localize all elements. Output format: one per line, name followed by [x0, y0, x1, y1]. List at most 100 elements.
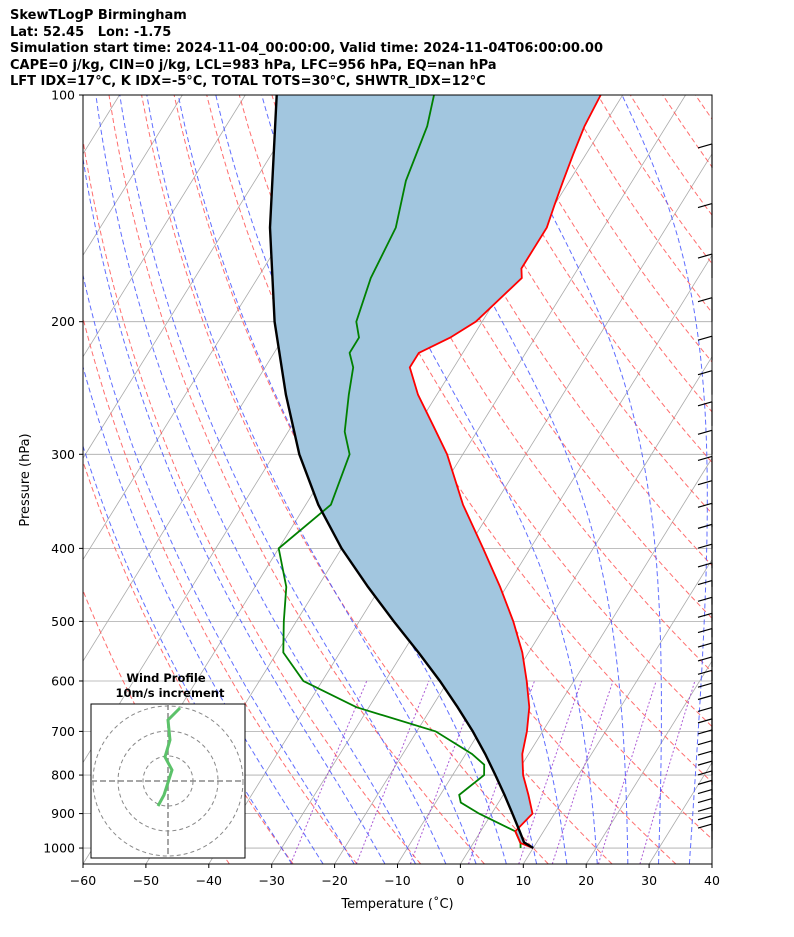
hodograph-subtitle: 10m/s increment — [116, 686, 225, 700]
wind-barb-flag — [697, 429, 713, 435]
wind-barb-flag — [697, 297, 713, 303]
y-tick-label: 200 — [51, 314, 75, 329]
dry-adiabat — [336, 95, 712, 673]
isotherm-line — [522, 558, 712, 864]
wind-barb-flag — [697, 797, 713, 804]
wind-barb-flag — [697, 455, 713, 462]
dry-adiabat — [83, 460, 294, 864]
dry-adiabat — [83, 589, 230, 864]
isotherm-line — [271, 153, 712, 864]
wind-barb-flag — [697, 815, 713, 821]
wind-barb-flag — [697, 823, 713, 829]
wind-barb-flag — [697, 682, 713, 688]
isotherm-line — [585, 660, 712, 864]
wind-barb-flag — [697, 694, 713, 701]
hodograph-trace — [156, 706, 182, 807]
wind-barb-flag — [697, 335, 713, 341]
moist-adiabat — [319, 95, 598, 864]
dry-adiabat — [108, 95, 485, 864]
isotherm-line — [83, 95, 309, 459]
wind-barb-flag — [697, 750, 713, 756]
dewpoint-line — [277, 95, 522, 849]
x-tick-label: −10 — [384, 873, 410, 888]
wind-barb-flag — [697, 806, 713, 812]
wind-barb-flag — [697, 627, 713, 634]
wind-barb-flag — [697, 729, 713, 735]
dry-adiabat — [466, 95, 712, 464]
moist-adiabat — [492, 95, 662, 864]
hodograph-title: Wind Profile — [126, 671, 206, 685]
wind-barb-flag — [697, 642, 713, 648]
moist-adiabat — [621, 95, 708, 864]
x-tick-label: −30 — [259, 873, 285, 888]
y-tick-label: 900 — [51, 806, 75, 821]
moist-adiabat — [83, 365, 324, 864]
wind-barb-flag — [697, 740, 713, 746]
isotherm-line — [460, 457, 712, 864]
dry-adiabat — [401, 95, 712, 567]
mixing-ratio-line — [551, 680, 614, 864]
wind-barb-flag — [697, 779, 713, 785]
parcel-line — [268, 95, 534, 850]
dry-adiabat — [499, 95, 712, 413]
mixing-ratio-line — [597, 680, 657, 864]
wind-barb-flag — [697, 770, 713, 776]
y-tick-label: 800 — [51, 768, 75, 783]
wind-barb-flag — [697, 543, 713, 549]
isotherm-line — [83, 95, 246, 358]
y-tick-label: 300 — [51, 447, 75, 462]
x-tick-label: 0 — [456, 873, 464, 888]
y-tick-label: 100 — [51, 88, 75, 103]
wind-barb-flag — [697, 706, 713, 712]
temperature-line — [408, 95, 602, 849]
wind-barb-flag — [697, 596, 713, 602]
x-tick-label: −60 — [70, 873, 96, 888]
mixing-ratio-line — [518, 680, 583, 864]
time-line: Simulation start time: 2024-11-04_00:00:… — [10, 41, 603, 56]
wind-barb-flag — [697, 656, 713, 662]
wind-barb-flag — [697, 480, 713, 486]
location-line: Lat: 52.45 Lon: -1.75 — [10, 24, 172, 40]
moist-adiabat — [119, 95, 447, 864]
dry-adiabat — [369, 95, 712, 619]
mixing-ratio-line — [409, 680, 481, 864]
dry-adiabat — [304, 95, 712, 728]
wind-barb-flag — [697, 669, 713, 675]
y-tick-label: 700 — [51, 724, 75, 739]
y-tick-label: 1000 — [43, 841, 75, 856]
x-tick-label: 40 — [704, 873, 720, 888]
wind-barb-flag — [697, 253, 713, 259]
wind-barb-flag — [697, 562, 713, 568]
x-tick-label: −50 — [133, 873, 159, 888]
moist-adiabat — [95, 95, 416, 864]
mixing-ratio-line — [290, 680, 368, 864]
wind-barb-flag — [697, 203, 713, 209]
chart-header: SkewTLogP Birmingham Lat: 52.45 Lon: -1.… — [10, 8, 603, 91]
wind-barb-flag — [697, 580, 713, 586]
x-tick-label: −40 — [196, 873, 222, 888]
wind-barb-flag — [697, 760, 713, 766]
y-tick-label: 600 — [51, 673, 75, 688]
dry-adiabat — [434, 95, 712, 515]
indices-line-1: CAPE=0 j/kg, CIN=0 j/kg, LCL=983 hPa, LF… — [10, 57, 497, 73]
wind-barb-flag — [697, 370, 713, 376]
y-tick-label: 500 — [51, 614, 75, 629]
dry-adiabat — [173, 95, 613, 864]
x-axis-label: Temperature (˚C) — [340, 896, 453, 912]
wind-barb-flag — [697, 502, 713, 508]
indices-line-2: LFT IDX=17°C, K IDX=-5°C, TOTAL TOTS=30°… — [10, 74, 486, 89]
dry-adiabat — [141, 95, 549, 864]
wind-barb-flag — [697, 401, 713, 407]
dry-adiabat — [206, 95, 677, 864]
isotherm-line — [334, 254, 712, 864]
moist-adiabat — [177, 95, 507, 864]
chart-title: SkewTLogP Birmingham — [10, 8, 187, 23]
mixing-ratio-line — [355, 680, 430, 864]
wind-barb-flag — [697, 718, 713, 724]
x-tick-label: −20 — [321, 873, 347, 888]
isotherm-line — [83, 95, 183, 257]
wind-barb-flag — [697, 143, 713, 149]
wind-barb-flag — [697, 612, 713, 618]
x-tick-label: 30 — [641, 873, 657, 888]
